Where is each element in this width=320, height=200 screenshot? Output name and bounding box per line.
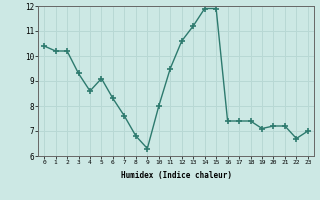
X-axis label: Humidex (Indice chaleur): Humidex (Indice chaleur) [121, 171, 231, 180]
